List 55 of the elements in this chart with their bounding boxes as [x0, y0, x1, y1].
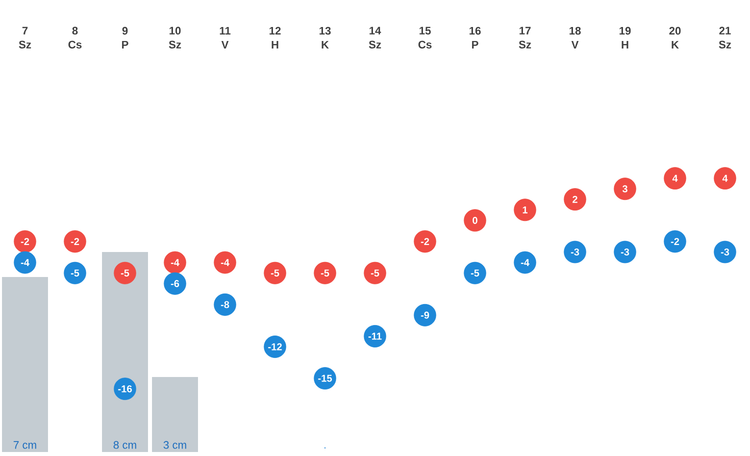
data-label: -2 — [420, 238, 430, 245]
x-tick-label: 18 V — [570, 26, 581, 48]
data-label: -3 — [720, 248, 730, 256]
data-label: -6 — [170, 280, 180, 288]
point — [514, 198, 536, 222]
data-label: 3 cm — [164, 441, 186, 449]
data-label: -3 — [620, 248, 630, 256]
data-label: 3 — [622, 185, 628, 192]
point — [664, 167, 686, 190]
x-tick-label: 14 Sz — [368, 26, 382, 48]
data-label: -2 — [70, 238, 80, 245]
data-label: -5 — [70, 270, 80, 277]
data-label: 8 cm — [114, 441, 136, 449]
data-label: 4 — [672, 174, 678, 182]
x-tick-label: 17 Sz — [518, 26, 531, 48]
data-label: -5 — [370, 270, 380, 277]
x-tick-label: 15 Cs — [418, 26, 432, 48]
x-tick-label: 19 H — [620, 26, 631, 48]
data-label: -2 — [670, 238, 680, 245]
x-tick-label: 11 V — [220, 27, 230, 48]
data-label: -4 — [220, 259, 230, 266]
x-tick-label: 20 K — [669, 26, 681, 48]
x-tick-label: 9 P — [122, 26, 128, 48]
point — [714, 167, 736, 190]
data-label: -2 — [20, 238, 30, 245]
text: . — [324, 447, 326, 448]
x-tick-label: 12 H — [270, 26, 281, 48]
x-tick-label: 7 Sz — [18, 26, 31, 48]
x-tick-label: 21 Sz — [718, 26, 731, 48]
data-label: -5 — [320, 270, 330, 277]
data-label: -12 — [268, 343, 282, 350]
data-label: -5 — [120, 270, 130, 277]
point — [614, 178, 636, 200]
data-label: 0 — [472, 216, 478, 224]
x-tick-label: 16 P — [470, 26, 481, 48]
data-label: -4 — [20, 259, 30, 266]
data-label: -4 — [170, 259, 180, 266]
data-label: -4 — [520, 259, 530, 266]
data-label: -3 — [570, 248, 580, 256]
data-label: -8 — [220, 301, 230, 308]
point — [564, 188, 586, 211]
x-tick-label: 8 Cs — [68, 26, 82, 48]
data-label: -9 — [420, 312, 430, 319]
data-label: -16 — [118, 385, 132, 392]
data-label: 1 — [522, 206, 528, 214]
data-label: 7 cm — [14, 441, 36, 449]
data-label: 2 — [572, 196, 578, 203]
data-label: 4 — [722, 174, 728, 182]
point — [464, 209, 486, 232]
data-label: -5 — [470, 270, 480, 277]
x-tick-label: 10 Sz — [168, 26, 181, 48]
data-label: -15 — [318, 374, 332, 382]
data-label: -11 — [368, 332, 382, 340]
x-tick-label: 13 K — [320, 26, 331, 48]
data-label: -5 — [270, 270, 280, 277]
